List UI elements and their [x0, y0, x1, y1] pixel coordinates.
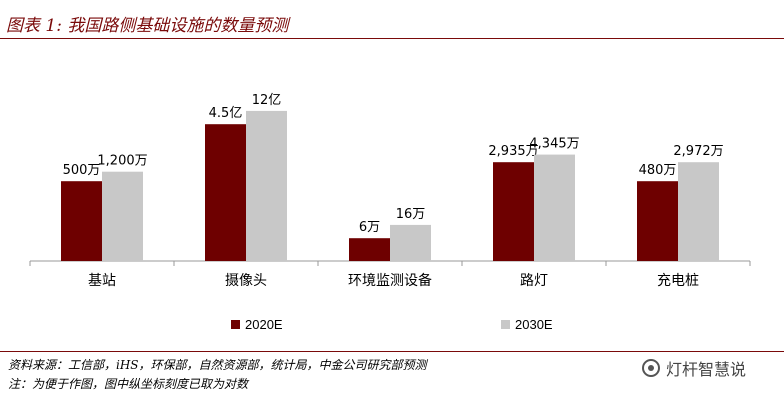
legend-item-2020E: 2020E — [231, 317, 283, 332]
x-tick-label-3: 路灯 — [520, 273, 548, 289]
data-label-2020E-1: 4.5亿 — [209, 106, 243, 121]
x-tick-label-4: 充电桩 — [657, 272, 699, 289]
data-label-2020E-4: 480万 — [639, 163, 677, 178]
bar-2030E-4 — [678, 162, 719, 261]
legend-swatch-2020E — [231, 320, 240, 329]
brand-label: 灯杆智慧说 — [666, 360, 747, 379]
bar-2020E-1 — [205, 124, 246, 261]
data-label-2030E-3: 4,345万 — [529, 137, 579, 152]
title-divider — [0, 38, 784, 39]
data-label-2030E-1: 12亿 — [252, 93, 282, 108]
bar-2020E-3 — [493, 162, 534, 261]
wechat-icon — [642, 359, 660, 377]
x-tick-label-1: 摄像头 — [225, 273, 267, 289]
data-label-2020E-3: 2,935万 — [488, 144, 538, 159]
chart-title: 图表 1: 我国路侧基础设施的数量预测 — [6, 16, 289, 36]
footer-divider — [0, 351, 784, 352]
bar-2030E-1 — [246, 110, 287, 262]
data-label-2030E-0: 1,200万 — [97, 154, 147, 169]
data-label-2030E-2: 16万 — [396, 207, 426, 222]
bar-2020E-0 — [61, 181, 102, 261]
bar-2030E-0 — [102, 171, 143, 261]
data-label-2030E-4: 2,972万 — [673, 144, 723, 159]
x-tick-label-0: 基站 — [88, 272, 116, 289]
data-label-2020E-0: 500万 — [63, 163, 101, 178]
bar-2020E-2 — [349, 238, 390, 261]
legend-label-2020E: 2020E — [245, 317, 283, 332]
axis-note: 注：为便于作图，图中纵坐标刻度已取为对数 — [8, 377, 249, 391]
legend-swatch-2030E — [501, 320, 510, 329]
bar-2020E-4 — [637, 181, 678, 261]
x-tick-label-2: 环境监测设备 — [348, 272, 432, 289]
bar-chart: 500万1,200万基站4.5亿12亿摄像头6万16万环境监测设备2,935万4… — [29, 93, 751, 289]
bar-2030E-2 — [390, 224, 431, 261]
source-note: 资料来源：工信部，iHS，环保部，自然资源部，统计局，中金公司研究部预测 — [8, 358, 427, 372]
legend-item-2030E: 2030E — [501, 317, 553, 332]
bar-2030E-3 — [534, 154, 575, 261]
data-label-2020E-2: 6万 — [359, 220, 380, 235]
brand-watermark: 灯杆智慧说 — [642, 356, 746, 380]
legend-label-2030E: 2030E — [515, 317, 553, 332]
